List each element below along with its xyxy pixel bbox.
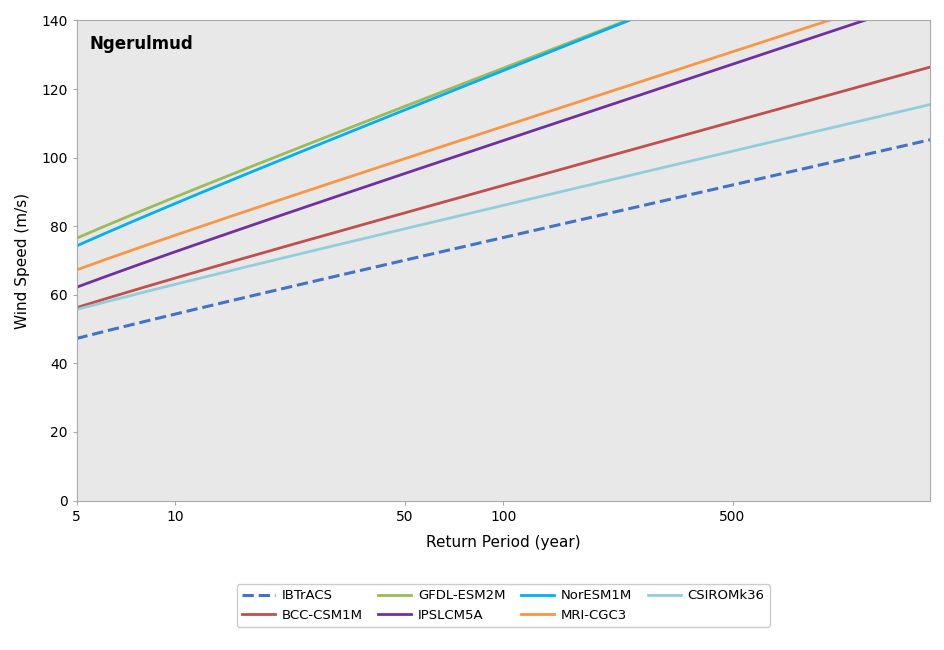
Line: GFDL-ESM2M: GFDL-ESM2M bbox=[76, 0, 929, 238]
Y-axis label: Wind Speed (m/s): Wind Speed (m/s) bbox=[15, 192, 30, 328]
CSIROMk36 bbox=[532, 193, 544, 201]
BCC-CSM1M bbox=[579, 159, 590, 167]
BCC-CSM1M bbox=[902, 69, 914, 77]
MRI-CGC3 bbox=[579, 96, 590, 104]
CSIROMk36 bbox=[769, 137, 781, 145]
IBTrACS bbox=[579, 215, 590, 223]
Line: NorESM1M: NorESM1M bbox=[76, 0, 929, 246]
IPSLCM5A bbox=[480, 142, 492, 150]
BCC-CSM1M bbox=[476, 187, 487, 195]
BCC-CSM1M bbox=[923, 63, 935, 71]
IPSLCM5A bbox=[71, 283, 82, 291]
IPSLCM5A bbox=[532, 125, 544, 133]
GFDL-ESM2M bbox=[532, 51, 544, 58]
Line: BCC-CSM1M: BCC-CSM1M bbox=[76, 67, 929, 307]
IPSLCM5A bbox=[769, 46, 781, 54]
CSIROMk36 bbox=[579, 182, 590, 190]
CSIROMk36 bbox=[480, 205, 492, 213]
Line: IPSLCM5A: IPSLCM5A bbox=[76, 0, 929, 287]
IBTrACS bbox=[532, 226, 544, 233]
IPSLCM5A bbox=[476, 144, 487, 151]
GFDL-ESM2M bbox=[480, 71, 492, 79]
IBTrACS bbox=[769, 171, 781, 179]
CSIROMk36 bbox=[923, 101, 935, 109]
GFDL-ESM2M bbox=[476, 73, 487, 81]
CSIROMk36 bbox=[71, 306, 82, 313]
BCC-CSM1M bbox=[71, 304, 82, 311]
IPSLCM5A bbox=[923, 0, 935, 3]
Line: IBTrACS: IBTrACS bbox=[76, 140, 929, 339]
NorESM1M bbox=[579, 34, 590, 42]
IBTrACS bbox=[923, 136, 935, 144]
MRI-CGC3 bbox=[71, 266, 82, 274]
Line: CSIROMk36: CSIROMk36 bbox=[76, 105, 929, 309]
MRI-CGC3 bbox=[532, 111, 544, 119]
IPSLCM5A bbox=[902, 1, 914, 9]
IBTrACS bbox=[71, 335, 82, 343]
BCC-CSM1M bbox=[480, 186, 492, 194]
Legend: IBTrACS, BCC-CSM1M, GFDL-ESM2M, IPSLCM5A, NorESM1M, MRI-CGC3, CSIROMk36: IBTrACS, BCC-CSM1M, GFDL-ESM2M, IPSLCM5A… bbox=[236, 584, 769, 627]
NorESM1M bbox=[476, 75, 487, 83]
BCC-CSM1M bbox=[532, 172, 544, 179]
IBTrACS bbox=[476, 239, 487, 246]
CSIROMk36 bbox=[902, 105, 914, 113]
MRI-CGC3 bbox=[480, 128, 492, 136]
GFDL-ESM2M bbox=[71, 234, 82, 242]
IBTrACS bbox=[902, 140, 914, 148]
IBTrACS bbox=[480, 237, 492, 245]
NorESM1M bbox=[71, 242, 82, 250]
IPSLCM5A bbox=[579, 110, 590, 118]
MRI-CGC3 bbox=[769, 34, 781, 42]
MRI-CGC3 bbox=[476, 129, 487, 137]
BCC-CSM1M bbox=[769, 106, 781, 114]
CSIROMk36 bbox=[476, 207, 487, 215]
Line: MRI-CGC3: MRI-CGC3 bbox=[76, 0, 929, 270]
GFDL-ESM2M bbox=[579, 33, 590, 41]
Text: Ngerulmud: Ngerulmud bbox=[90, 35, 193, 53]
X-axis label: Return Period (year): Return Period (year) bbox=[426, 535, 580, 550]
NorESM1M bbox=[532, 53, 544, 60]
NorESM1M bbox=[480, 73, 492, 81]
